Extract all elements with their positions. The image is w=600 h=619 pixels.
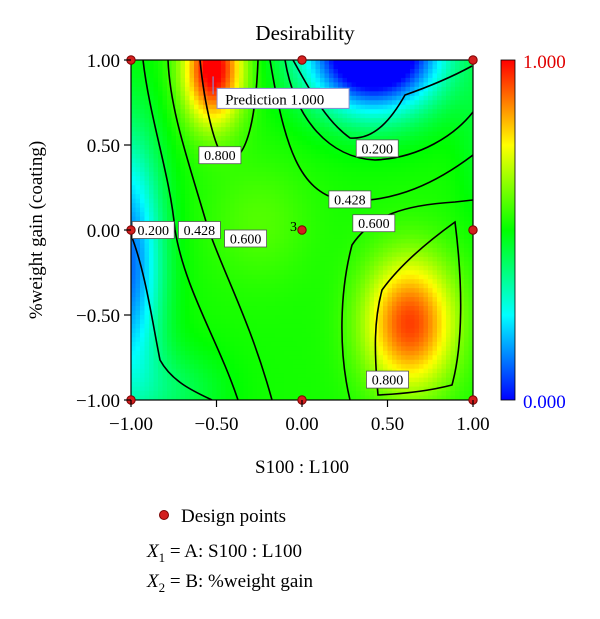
y-axis: −1.00 −0.50 0.00 0.50 1.00 — [76, 51, 131, 412]
design-point — [297, 55, 307, 65]
contour-label: 0.800 — [198, 146, 242, 164]
legend-design-points: Design points — [181, 506, 286, 527]
prediction-label: Prediction 1.000 — [225, 92, 324, 108]
y-axis-label: %weight gain (coating) — [26, 141, 47, 319]
legend-x1: X1 = A: S100 : L100 — [146, 541, 302, 565]
chart-title: Desirability — [255, 21, 355, 45]
contour-label: 0.800 — [366, 370, 409, 389]
design-point — [468, 55, 478, 65]
colorbar — [500, 59, 516, 401]
x-tick-label: −0.50 — [195, 414, 239, 435]
contour-label: 0.200 — [355, 139, 399, 157]
contour-label: 0.428 — [177, 221, 221, 239]
contour-label: 0.200 — [131, 221, 175, 239]
legend-x2: X2 = B: %weight gain — [146, 571, 314, 595]
x-axis-label: S100 : L100 — [255, 457, 349, 478]
design-point-marker — [159, 510, 169, 520]
contour-line — [131, 234, 213, 400]
x-tick-label: 0.50 — [371, 414, 404, 435]
y-tick-label: −1.00 — [76, 391, 120, 412]
contour-line — [142, 60, 239, 400]
contour-label: 0.600 — [352, 214, 396, 232]
x-tick-label: 0.00 — [285, 414, 318, 435]
y-tick-label: 1.00 — [87, 51, 120, 72]
center-replicates-label: 3 — [290, 220, 297, 235]
design-point — [297, 225, 307, 235]
design-point — [468, 225, 478, 235]
contour-line — [341, 199, 473, 400]
y-tick-label: −0.50 — [76, 306, 120, 327]
prediction-flag: Prediction 1.000 — [212, 76, 350, 109]
y-tick-label: 0.50 — [87, 136, 120, 157]
x-axis: −1.00 −0.50 0.00 0.50 1.00 — [109, 400, 490, 435]
y-tick-label: 0.00 — [87, 221, 120, 242]
legend: Design points X1 = A: S100 : L100 X2 = B… — [146, 506, 314, 595]
contour-line — [374, 220, 462, 396]
colorbar-max-label: 1.000 — [523, 52, 566, 73]
x-tick-label: 1.00 — [456, 414, 489, 435]
colorbar-min-label: 0.000 — [523, 392, 566, 413]
contour-label: 0.428 — [328, 190, 372, 208]
contour-label: 0.600 — [224, 229, 267, 248]
x-tick-label: −1.00 — [109, 414, 153, 435]
